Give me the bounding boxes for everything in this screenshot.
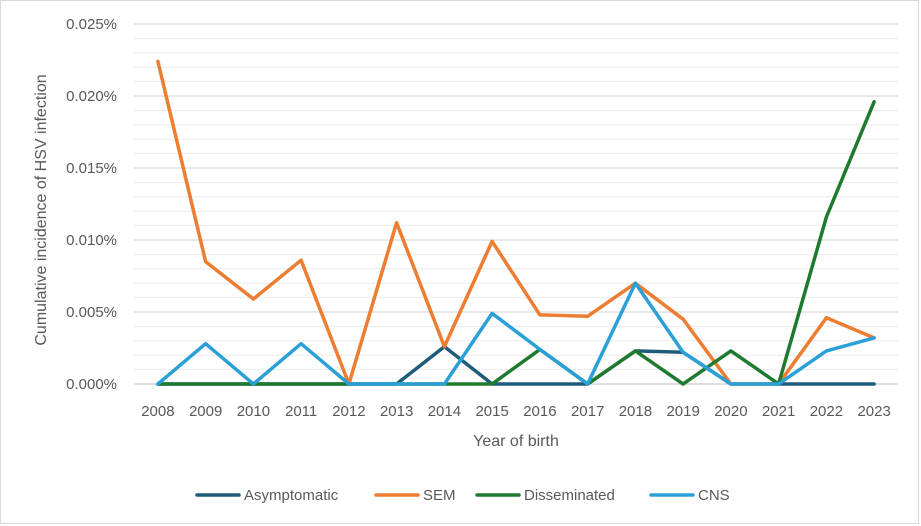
x-tick-label: 2023 bbox=[857, 403, 890, 420]
legend-label-disseminated: Disseminated bbox=[524, 487, 615, 504]
y-tick-label: 0.015% bbox=[66, 160, 117, 177]
legend-label-sem: SEM bbox=[423, 487, 456, 504]
x-tick-label: 2022 bbox=[810, 403, 843, 420]
y-tick-label: 0.020% bbox=[66, 88, 117, 105]
x-axis-title: Year of birth bbox=[473, 433, 559, 450]
x-tick-label: 2018 bbox=[619, 403, 652, 420]
x-tick-label: 2021 bbox=[762, 403, 795, 420]
y-tick-label: 0.000% bbox=[66, 376, 117, 393]
x-tick-label: 2010 bbox=[237, 403, 270, 420]
x-tick-label: 2015 bbox=[475, 403, 508, 420]
x-tick-label: 2008 bbox=[141, 403, 174, 420]
x-tick-label: 2012 bbox=[332, 403, 365, 420]
series-line-disseminated bbox=[156, 100, 876, 386]
x-tick-label: 2014 bbox=[428, 403, 461, 420]
x-tick-label: 2020 bbox=[714, 403, 747, 420]
x-tick-label: 2017 bbox=[571, 403, 604, 420]
x-tick-label: 2009 bbox=[189, 403, 222, 420]
x-tick-label: 2013 bbox=[380, 403, 413, 420]
series-line-sem bbox=[156, 59, 876, 386]
y-tick-label: 0.025% bbox=[66, 16, 117, 33]
legend-label-cns: CNS bbox=[698, 487, 730, 504]
y-tick-label: 0.005% bbox=[66, 304, 117, 321]
y-tick-label: 0.010% bbox=[66, 232, 117, 249]
x-tick-label: 2019 bbox=[666, 403, 699, 420]
series-line-cns bbox=[156, 281, 876, 386]
x-tick-label: 2011 bbox=[285, 403, 317, 420]
y-axis-title: Cumulative incidence of HSV infection bbox=[33, 74, 50, 345]
legend-label-asymptomatic: Asymptomatic bbox=[244, 487, 339, 504]
x-tick-label: 2016 bbox=[523, 403, 556, 420]
